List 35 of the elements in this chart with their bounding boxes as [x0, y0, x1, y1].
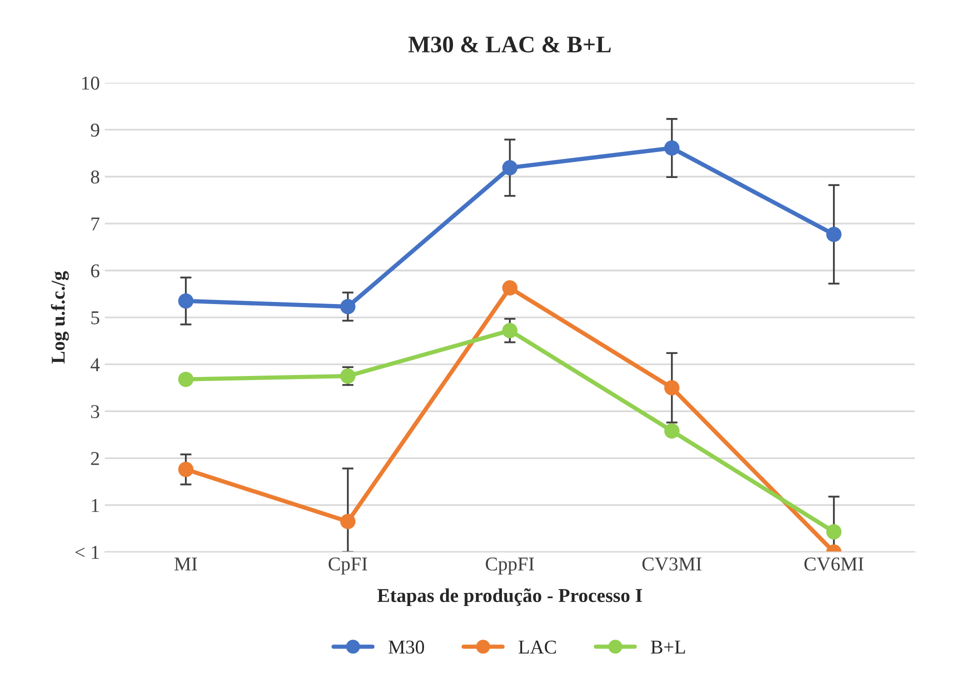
point — [826, 226, 842, 242]
x-tick-label: MI — [174, 558, 198, 570]
point — [340, 514, 356, 530]
point — [664, 423, 680, 439]
x-tick-label: CV6MI — [804, 557, 864, 571]
y-tick-label: 1 — [92, 498, 99, 512]
point — [178, 372, 194, 387]
x-tick-label: CppFI — [486, 557, 534, 574]
point — [664, 380, 680, 396]
legend-label: M30 — [388, 640, 424, 654]
x-tick-label: CpFI — [328, 557, 368, 574]
legend-label: LAC — [518, 640, 556, 654]
y-tick-label: 7 — [92, 218, 100, 230]
point — [340, 298, 356, 314]
point — [502, 280, 518, 296]
point — [178, 293, 194, 309]
legend-label: B+L — [650, 640, 685, 654]
y-tick-label: < 1 — [75, 546, 99, 559]
y-tick-label: 8 — [90, 170, 100, 184]
y-tick-label: 6 — [91, 264, 100, 278]
y-tick-label: 2 — [91, 452, 99, 465]
x-tick-label: CV3MI — [642, 557, 702, 571]
point — [502, 322, 518, 338]
y-tick-label: 3 — [91, 405, 100, 418]
y-tick-label: 4 — [90, 358, 100, 372]
y-tick-label: 10 — [82, 76, 100, 90]
y-tick-label: 9 — [90, 124, 100, 137]
y-axis-title: Log u.f.c./g — [50, 271, 69, 364]
y-tick-label: 5 — [91, 311, 100, 324]
point — [178, 462, 194, 478]
x-axis-title: Etapas de produção - Processo I — [377, 588, 642, 606]
point — [664, 140, 680, 156]
point — [826, 524, 842, 540]
point — [502, 160, 518, 176]
chart-title: M30 & LAC & B+L — [408, 36, 611, 52]
